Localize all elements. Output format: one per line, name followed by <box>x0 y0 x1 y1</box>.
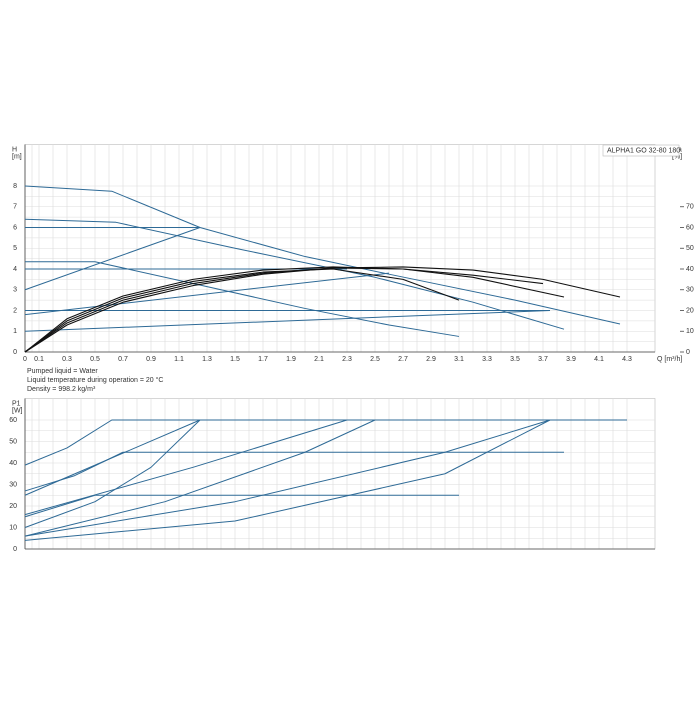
y-tick-label: 4 <box>13 266 17 273</box>
x-tick-label: 2.3 <box>342 356 352 363</box>
x-tick-label: 0.1 <box>34 356 44 363</box>
curve <box>24 419 551 537</box>
note: Density = 998.2 kg/m³ <box>27 386 96 393</box>
y-axis-label: H <box>12 146 17 153</box>
y2-tick-label: 50 <box>686 245 694 252</box>
x-tick-label: 0.5 <box>90 356 100 363</box>
y-tick-label: 1 <box>13 328 17 335</box>
curve <box>24 451 564 492</box>
x-tick-label: 4.1 <box>594 356 604 363</box>
y-tick-label: 2 <box>13 307 17 314</box>
x-tick-label: 2.9 <box>426 356 436 363</box>
y-tick-label: 7 <box>13 204 17 211</box>
curve <box>24 218 565 330</box>
x-tick-label: 2.5 <box>370 356 380 363</box>
y2-tick-label: 40 <box>686 266 694 273</box>
x-tick-label: 3.3 <box>482 356 492 363</box>
x-tick-label: 1.5 <box>230 356 240 363</box>
x-tick-label: 1.3 <box>202 356 212 363</box>
x-tick-label: 0.9 <box>146 356 156 363</box>
efficiency-curve <box>24 268 460 353</box>
y2-tick-label: 70 <box>686 204 694 211</box>
x-tick-label: 0.7 <box>118 356 128 363</box>
y-tick-label: 30 <box>9 481 17 488</box>
x-tick-label: 1.9 <box>286 356 296 363</box>
efficiency-curve <box>24 267 565 353</box>
x-tick-label: 3.7 <box>538 356 548 363</box>
x-tick-label: 3.1 <box>454 356 464 363</box>
y-tick-label: 10 <box>9 524 17 531</box>
head-chart: 0 0.1 0.3 0.5 0.7 0.9 1.1 1.3 1.5 1.7 1.9 2.1 2.3 2.5… <box>12 144 694 393</box>
y-tick-label: 6 <box>13 224 17 231</box>
power-chart: 0 10 20 30 40 50 60 P1[W] <box>9 398 656 553</box>
curve <box>24 419 348 516</box>
curve <box>24 227 201 291</box>
y-axis-label: P1 <box>12 400 21 407</box>
curve <box>24 419 201 528</box>
curve <box>24 272 390 316</box>
curve <box>24 310 551 332</box>
chart-title: ALPHA1 GO 32-80 180 <box>607 147 680 154</box>
y2-tick-label: 20 <box>686 307 694 314</box>
title-box <box>602 144 680 157</box>
y-tick-label: 5 <box>13 245 17 252</box>
y2-tick-label: 10 <box>686 328 694 335</box>
x-tick-label: 3.5 <box>510 356 520 363</box>
note: Liquid temperature during operation = 20… <box>27 376 163 384</box>
y-axis-unit: [W] <box>12 407 23 414</box>
x-tick-label: 1.1 <box>174 356 184 363</box>
y-tick-label: 60 <box>9 417 17 424</box>
x-tick-label: 1.7 <box>258 356 268 363</box>
y-tick-label: 20 <box>9 503 17 510</box>
note: Pumped liquid = Water <box>27 368 98 375</box>
curve <box>24 419 551 541</box>
x-tick-label: 2.7 <box>398 356 408 363</box>
y2-axis-unit: [%] <box>672 153 682 160</box>
x-tick-label: 2.1 <box>314 356 324 363</box>
y2-tick-label: 0 <box>686 349 690 356</box>
curve <box>24 419 201 496</box>
x-tick-label: 4.3 <box>622 356 632 363</box>
x-tick-label: 0.3 <box>62 356 72 363</box>
x-tick-label: 3.9 <box>566 356 576 363</box>
curve <box>24 419 627 466</box>
curve <box>24 185 621 325</box>
efficiency-curve <box>24 266 544 353</box>
y2-tick-label: 60 <box>686 224 694 231</box>
curve <box>25 261 460 337</box>
y-tick-label: 40 <box>9 460 17 467</box>
y2-tick-label: 30 <box>686 287 694 294</box>
y-tick-label: 0 <box>13 546 17 553</box>
curve <box>24 419 376 537</box>
y-tick-label: 0 <box>13 349 17 356</box>
efficiency-curve <box>24 266 621 353</box>
y-axis-unit: [m] <box>12 153 22 160</box>
y-tick-label: 3 <box>13 287 17 294</box>
x-axis-label: Q [m³/h] <box>657 356 682 363</box>
y-tick-label: 50 <box>9 438 17 445</box>
x-tick-label: 0 <box>23 356 27 363</box>
y-tick-label: 8 <box>13 183 17 190</box>
